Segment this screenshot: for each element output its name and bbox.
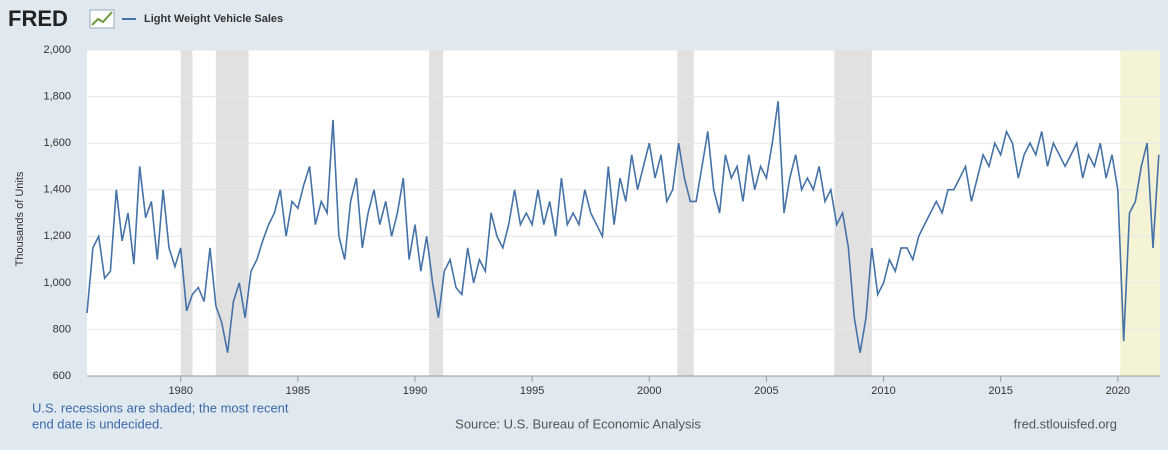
url: fred.stlouisfed.org <box>1014 416 1117 431</box>
note: U.S. recessions are shaded; the most rec… <box>32 400 289 415</box>
x-tick-label: 2015 <box>988 385 1012 397</box>
recession-band <box>215 50 249 376</box>
y-tick-label: 2,000 <box>43 44 71 56</box>
y-tick-label: 1,000 <box>43 277 71 289</box>
legend-label: Light Weight Vehicle Sales <box>144 13 283 25</box>
logo-icon <box>89 9 115 29</box>
recession-band <box>180 50 193 376</box>
y-tick-label: 1,600 <box>43 137 71 149</box>
y-tick-label: 1,800 <box>43 90 71 102</box>
recession-band <box>834 50 872 376</box>
x-tick-label: 2020 <box>1106 385 1130 397</box>
plot-area <box>87 50 1160 376</box>
x-tick-label: 1985 <box>286 385 310 397</box>
series-line <box>86 101 1160 353</box>
x-tick-label: 2010 <box>871 385 895 397</box>
source: Source: U.S. Bureau of Economic Analysis <box>455 416 701 431</box>
x-tick-label: 1980 <box>168 385 192 397</box>
y-tick-label: 600 <box>53 370 71 382</box>
recession-band <box>429 50 444 376</box>
x-tick-label: 2000 <box>637 385 661 397</box>
x-tick-label: 1995 <box>520 385 544 397</box>
y-tick-label: 1,400 <box>43 184 71 196</box>
current-recession-band <box>1120 50 1160 376</box>
x-tick-label: 1990 <box>403 385 427 397</box>
x-tick-label: 2005 <box>754 385 778 397</box>
recession-band <box>677 50 694 376</box>
y-axis-label: Thousands of Units <box>14 171 26 266</box>
y-tick-label: 1,200 <box>43 230 71 242</box>
y-tick-label: 800 <box>53 323 71 335</box>
logo: FRED <box>8 6 68 31</box>
note: end date is undecided. <box>32 416 163 431</box>
